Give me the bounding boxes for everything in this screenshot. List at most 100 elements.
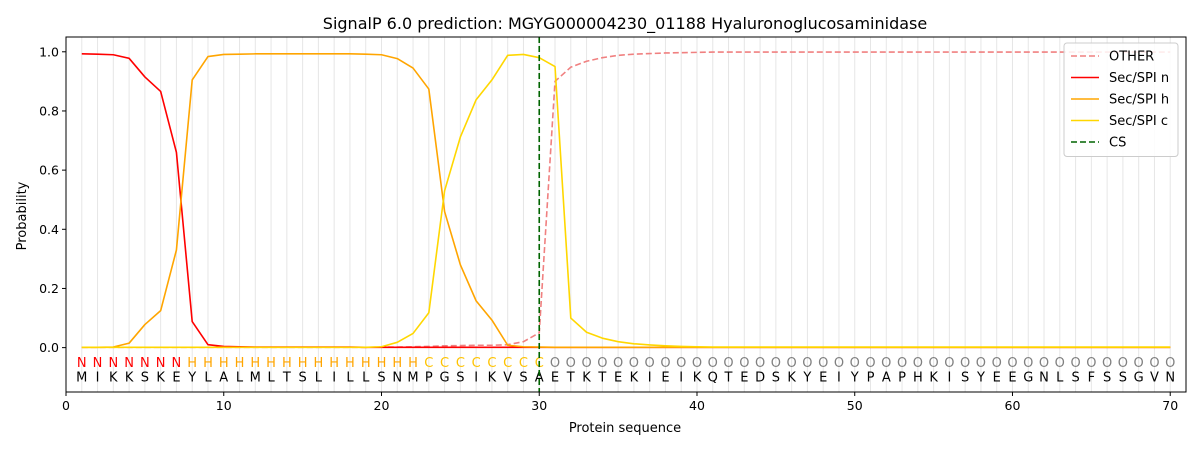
x-tick-label: 70 [1162, 398, 1178, 413]
residue-letter: S [377, 371, 385, 386]
legend-label: Sec/SPI c [1109, 114, 1168, 129]
region-label: O [1102, 356, 1112, 371]
region-label: O [1086, 356, 1096, 371]
region-label: O [550, 356, 560, 371]
legend-label: CS [1109, 136, 1126, 151]
region-label: O [834, 356, 844, 371]
region-label: O [865, 356, 875, 371]
residue-letter: Y [850, 371, 859, 386]
y-tick-label: 0.0 [39, 340, 59, 355]
residue-letter: K [929, 371, 938, 386]
x-tick-label: 40 [689, 398, 705, 413]
residue-letter: K [630, 371, 639, 386]
series-line-sec-spi-c [81, 53, 1171, 349]
residue-letter: L [1056, 371, 1064, 386]
region-label: O [944, 356, 954, 371]
region-label: O [1055, 356, 1065, 371]
region-label: O [802, 356, 812, 371]
region-label: H [329, 356, 339, 371]
region-label: O [723, 356, 733, 371]
region-label: H [408, 356, 418, 371]
region-label: C [519, 356, 528, 371]
region-label: O [897, 356, 907, 371]
region-label: O [960, 356, 970, 371]
region-label: O [581, 356, 591, 371]
region-label: N [124, 356, 134, 371]
region-label: O [1007, 356, 1017, 371]
region-label: O [755, 356, 765, 371]
legend-label: OTHER [1109, 50, 1154, 65]
region-label: O [928, 356, 938, 371]
region-label: O [992, 356, 1002, 371]
residue-letter: P [867, 371, 875, 386]
region-label: H [282, 356, 292, 371]
residue-letter: S [141, 371, 149, 386]
residue-letter: K [488, 371, 497, 386]
residue-letter: I [96, 371, 100, 386]
x-axis-title: Protein sequence [569, 421, 681, 436]
residue-letter: E [993, 371, 1001, 386]
region-label: C [456, 356, 465, 371]
residue-letter: I [648, 371, 652, 386]
region-label: N [140, 356, 150, 371]
region-label: N [77, 356, 87, 371]
residue-letter: I [679, 371, 683, 386]
residue-letter: V [1150, 371, 1159, 386]
region-label: H [298, 356, 308, 371]
residue-letter: P [898, 371, 906, 386]
region-label: O [660, 356, 670, 371]
region-label: O [787, 356, 797, 371]
region-label: O [708, 356, 718, 371]
residue-letter: S [772, 371, 780, 386]
residue-letter: M [76, 371, 87, 386]
region-label: O [676, 356, 686, 371]
residue-letter: Y [187, 371, 196, 386]
residue-letter: K [787, 371, 796, 386]
residue-letter: S [1071, 371, 1079, 386]
residue-letter: L [346, 371, 354, 386]
region-label: N [108, 356, 118, 371]
region-label: O [1149, 356, 1159, 371]
residue-letter: K [109, 371, 118, 386]
chart-title: SignalP 6.0 prediction: MGYG000004230_01… [323, 14, 927, 34]
residue-letter: N [1039, 371, 1049, 386]
residue-letter: S [1119, 371, 1127, 386]
residue-letter: L [204, 371, 212, 386]
residue-letter: E [819, 371, 827, 386]
region-label: H [235, 356, 245, 371]
region-label: O [597, 356, 607, 371]
residue-letter: L [267, 371, 275, 386]
region-label: H [345, 356, 355, 371]
x-tick-label: 20 [374, 398, 390, 413]
region-label: O [771, 356, 781, 371]
residue-letter: Y [802, 371, 811, 386]
region-label: C [424, 356, 433, 371]
residue-letter: I [474, 371, 478, 386]
region-label: O [1070, 356, 1080, 371]
region-label: O [739, 356, 749, 371]
region-label: C [503, 356, 512, 371]
region-label: O [913, 356, 923, 371]
y-tick-label: 0.8 [39, 103, 59, 118]
residue-letter: S [298, 371, 306, 386]
residue-letter: K [156, 371, 165, 386]
region-label: O [1134, 356, 1144, 371]
region-label: O [645, 356, 655, 371]
series-line-sec-spi-h [81, 53, 1171, 349]
legend: OTHER Sec/SPI n Sec/SPI h Sec/SPI c CS [1063, 42, 1179, 157]
region-label: O [692, 356, 702, 371]
residue-letter: E [661, 371, 669, 386]
residue-letter: I [837, 371, 841, 386]
residue-letter: L [315, 371, 323, 386]
region-label: O [850, 356, 860, 371]
residue-letter: T [282, 371, 291, 386]
residue-grid [81, 37, 1171, 392]
region-label: O [1023, 356, 1033, 371]
residue-letter: T [566, 371, 575, 386]
residue-letter: E [1008, 371, 1016, 386]
residue-letter: V [503, 371, 512, 386]
region-label: H [377, 356, 387, 371]
residue-letter: L [236, 371, 244, 386]
series-line-other [81, 51, 1171, 349]
